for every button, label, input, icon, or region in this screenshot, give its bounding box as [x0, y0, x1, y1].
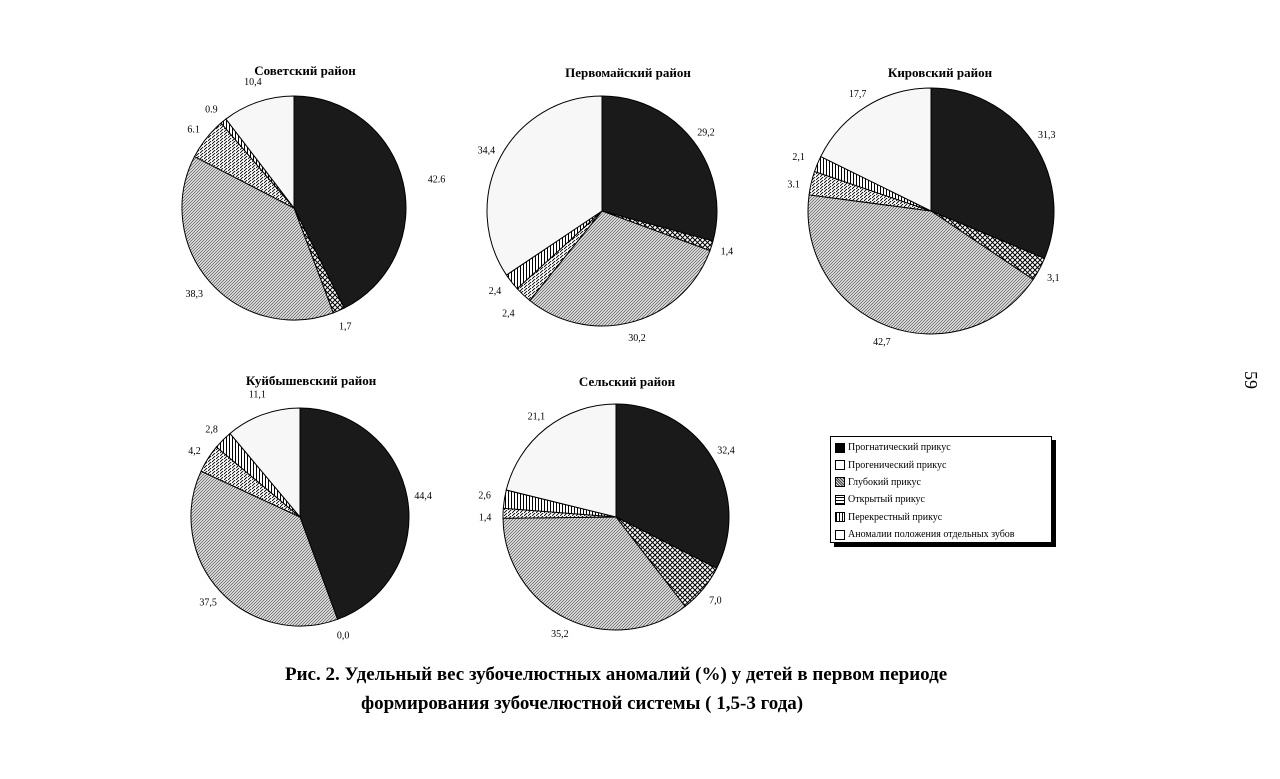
slice-label: 2,4 [489, 286, 502, 297]
pie-chart-5: Сельский район 32,4 7,0 35,2 1,4 2,6 21,1 [478, 374, 734, 640]
legend-item: Перекрестный прикус [835, 509, 1047, 526]
slice-label: 6.1 [187, 125, 200, 136]
slice-label: 4,2 [188, 446, 201, 457]
legend-swatch [835, 529, 845, 540]
slice-label: 42,7 [873, 337, 891, 348]
legend-item: Прогенический прикус [835, 456, 1047, 473]
pie-chart-1: Советский район 42.6 1,7 38,3 6.1 0.9 10,4 [181, 63, 446, 332]
pie-slice [505, 403, 617, 518]
slice-label: 2,6 [478, 491, 491, 502]
legend-item: Открытый прикус [835, 491, 1047, 508]
slice-label: 2,4 [502, 308, 515, 319]
pie-slice [502, 516, 686, 631]
slice-label: 3.1 [787, 179, 800, 190]
pie-slice [229, 407, 301, 519]
slice-label: 2,8 [205, 425, 218, 436]
slice-label: 0,0 [337, 630, 350, 641]
legend-label: Аномалии положения отдельных зубов [848, 529, 1015, 541]
pie-slice [299, 407, 410, 620]
legend-swatch [835, 477, 845, 488]
slice-label: 1,7 [339, 321, 352, 332]
legend-swatch [835, 494, 845, 505]
pie-title: Советский район [254, 63, 356, 78]
slice-label: 38,3 [186, 289, 204, 300]
pie-title: Кировский район [888, 65, 993, 80]
legend-label: Открытый прикус [848, 494, 925, 506]
slice-label: 3,1 [1047, 273, 1060, 284]
figure-caption: Рис. 2. Удельный вес зубочелюстных анома… [285, 660, 1045, 718]
pie-chart-4: Куйбышевский район 44,4 0,0 37,5 4,2 2,8 11,1 [188, 373, 432, 641]
slice-label: 44,4 [414, 491, 432, 502]
legend-label: Прогнатический прикус [848, 442, 951, 454]
pie-slice [807, 194, 1034, 335]
legend-swatch [835, 442, 845, 453]
pie-slice [601, 95, 718, 242]
pie-slice [930, 87, 1055, 260]
pie-chart-2: Первомайский район 29,2 1,4 30,2 2,42,4 34,4 [478, 65, 733, 344]
pie-slice [225, 95, 295, 210]
slice-label: 29,2 [697, 127, 715, 138]
pie-title: Куйбышевский район [246, 373, 377, 388]
pie-slice [181, 155, 334, 321]
pie-title: Сельский район [579, 374, 676, 389]
slice-label: 7,0 [709, 595, 722, 606]
legend-label: Прогенический прикус [848, 459, 947, 471]
slice-label: 0.9 [205, 105, 218, 116]
slice-label: 11,1 [249, 390, 266, 401]
slice-label: 35,2 [551, 629, 569, 640]
pie-slice [820, 87, 932, 212]
page-number: 59 [1241, 371, 1261, 389]
slice-label: 42.6 [428, 175, 446, 186]
slice-label: 31,3 [1038, 130, 1056, 141]
slice-label: 1,4 [479, 513, 492, 524]
legend-swatch [835, 512, 845, 523]
pie-slice [293, 95, 407, 309]
pie-slice [529, 210, 711, 327]
slice-label: 10,4 [244, 77, 262, 88]
legend-item: Прогнатический прикус [835, 439, 1047, 456]
slice-label: 37,5 [199, 598, 217, 609]
slice-label: 32,4 [717, 446, 735, 457]
slice-label: 1,4 [721, 247, 734, 258]
chart-legend: Прогнатический прикус Прогенический прику… [830, 436, 1052, 543]
pie-slice [190, 470, 339, 627]
pie-title: Первомайский район [565, 65, 691, 80]
caption-line-2: формирования зубочелюстной системы ( 1,5… [361, 693, 804, 714]
legend-label: Перекрестный прикус [848, 511, 943, 523]
legend-item: Аномалии положения отдельных зубов [835, 526, 1047, 543]
legend-item: Глубокий прикус [835, 474, 1047, 491]
legend-swatch [835, 460, 845, 471]
slice-label: 2,1 [792, 152, 805, 163]
slice-label: 21,1 [528, 411, 546, 422]
pie-chart-3: Кировский район 31,3 3,1 42,7 3.1 2,1 17,7 [787, 65, 1059, 348]
slice-label: 17,7 [849, 89, 867, 100]
slice-label: 34,4 [478, 145, 496, 156]
pies-layer: Советский район 42.6 1,7 38,3 6.1 0.9 10,4 Перв… [181, 63, 1060, 641]
pie-slice [486, 95, 603, 276]
slice-label: 30,2 [628, 333, 646, 344]
pie-slice [615, 403, 730, 569]
legend-label: Глубокий прикус [848, 476, 921, 488]
caption-line-1: Рис. 2. Удельный вес зубочелюстных анома… [285, 664, 948, 685]
